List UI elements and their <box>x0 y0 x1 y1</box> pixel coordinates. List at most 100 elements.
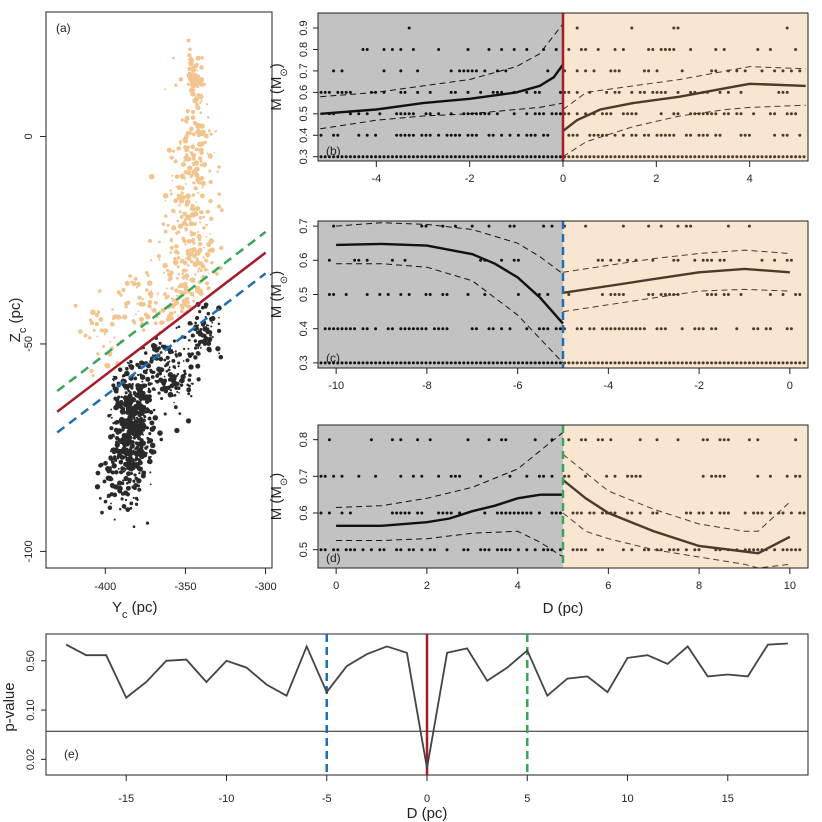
star-mass-point <box>525 48 529 51</box>
star-mass-point <box>336 155 340 159</box>
lower-star-point <box>124 441 131 447</box>
star-mass-point <box>638 511 642 515</box>
star-mass-point <box>516 258 520 262</box>
upper-star-point <box>149 294 153 299</box>
upper-star-point <box>176 185 182 190</box>
lower-star-point <box>124 391 128 395</box>
lower-star-point <box>143 351 148 355</box>
star-mass-point <box>424 327 428 331</box>
upper-star-point <box>180 191 184 195</box>
star-mass-point <box>735 69 739 73</box>
lower-star-point <box>121 504 127 509</box>
star-mass-point <box>571 133 575 137</box>
star-mass-point <box>537 474 541 478</box>
star-mass-point <box>680 361 684 365</box>
star-mass-point <box>592 155 596 159</box>
star-mass-point <box>504 548 508 552</box>
star-mass-point <box>777 361 781 365</box>
lower-star-point <box>133 437 136 440</box>
upper-star-point <box>141 297 144 300</box>
lower-star-point <box>139 438 144 443</box>
lower-star-point <box>177 361 181 365</box>
lower-star-point <box>94 484 101 490</box>
star-mass-point <box>403 112 407 116</box>
star-mass-point <box>684 511 688 515</box>
star-mass-point <box>592 511 596 515</box>
star-mass-point <box>609 258 613 262</box>
star-mass-point <box>613 48 617 51</box>
star-mass-point <box>542 361 546 365</box>
upper-star-point <box>176 230 181 234</box>
star-mass-point <box>390 511 394 515</box>
lower-star-point <box>135 383 141 389</box>
star-mass-point <box>710 112 714 116</box>
lower-star-point <box>128 362 131 365</box>
upper-star-point <box>187 53 192 58</box>
lower-star-point <box>150 382 153 385</box>
lower-star-point <box>132 417 136 420</box>
upper-star-point <box>207 244 211 247</box>
star-mass-point <box>533 438 537 442</box>
y-tick-label: 0.5 <box>298 106 310 121</box>
x-tick-label: 8 <box>696 580 702 592</box>
lower-star-point <box>134 463 138 467</box>
star-mass-point <box>710 293 714 296</box>
upper-star-point <box>190 144 195 149</box>
y-axis-label-sun: ⊙ <box>279 478 290 486</box>
star-mass-point <box>365 133 369 137</box>
star-mass-point <box>764 155 768 159</box>
lower-star-point <box>125 410 130 415</box>
star-mass-point <box>344 361 348 365</box>
star-mass-point <box>596 48 600 51</box>
upper-star-point <box>191 152 197 158</box>
star-mass-point <box>676 361 680 365</box>
star-mass-point <box>332 69 336 73</box>
star-mass-point <box>647 69 651 73</box>
star-mass-point <box>663 361 667 365</box>
star-mass-point <box>323 155 327 159</box>
star-mass-point <box>647 48 651 51</box>
left-lower-bound <box>336 530 564 558</box>
lower-star-point <box>113 427 119 433</box>
star-mass-point <box>445 511 449 515</box>
star-mass-point <box>617 155 621 159</box>
star-mass-point <box>630 548 634 552</box>
upper-star-point <box>190 109 196 115</box>
star-mass-point <box>332 293 336 296</box>
star-mass-point <box>680 327 684 331</box>
star-mass-point <box>718 155 722 159</box>
star-mass-point <box>487 361 491 365</box>
star-mass-point <box>718 133 722 137</box>
lower-star-point <box>127 393 132 398</box>
star-mass-point <box>693 155 697 159</box>
star-mass-point <box>676 258 680 262</box>
star-mass-point <box>714 474 718 478</box>
star-mass-point <box>592 327 596 331</box>
upper-star-point <box>208 238 215 244</box>
upper-star-point <box>205 103 209 106</box>
upper-star-point <box>94 312 100 318</box>
upper-star-point <box>166 287 169 290</box>
star-mass-point <box>449 361 453 365</box>
upper-star-point <box>199 65 204 70</box>
y-tick-label: 0.3 <box>298 355 310 370</box>
upper-star-point <box>116 290 121 295</box>
star-mass-point <box>399 69 403 73</box>
star-mass-point <box>390 438 394 442</box>
star-mass-point <box>659 293 663 296</box>
star-mass-point <box>336 327 340 331</box>
star-mass-point <box>479 548 483 552</box>
upper-star-point <box>176 193 180 197</box>
star-mass-point <box>634 112 638 116</box>
star-mass-point <box>638 155 642 159</box>
upper-star-point <box>88 336 92 340</box>
star-mass-point <box>600 293 604 296</box>
star-mass-point <box>714 155 718 159</box>
star-mass-point <box>357 112 361 116</box>
star-mass-point <box>378 548 382 552</box>
star-mass-point <box>508 224 512 228</box>
star-mass-point <box>638 90 642 94</box>
y-axis-label-sun: ⊙ <box>279 68 290 76</box>
lower-star-point <box>110 408 113 411</box>
star-mass-point <box>798 361 802 365</box>
